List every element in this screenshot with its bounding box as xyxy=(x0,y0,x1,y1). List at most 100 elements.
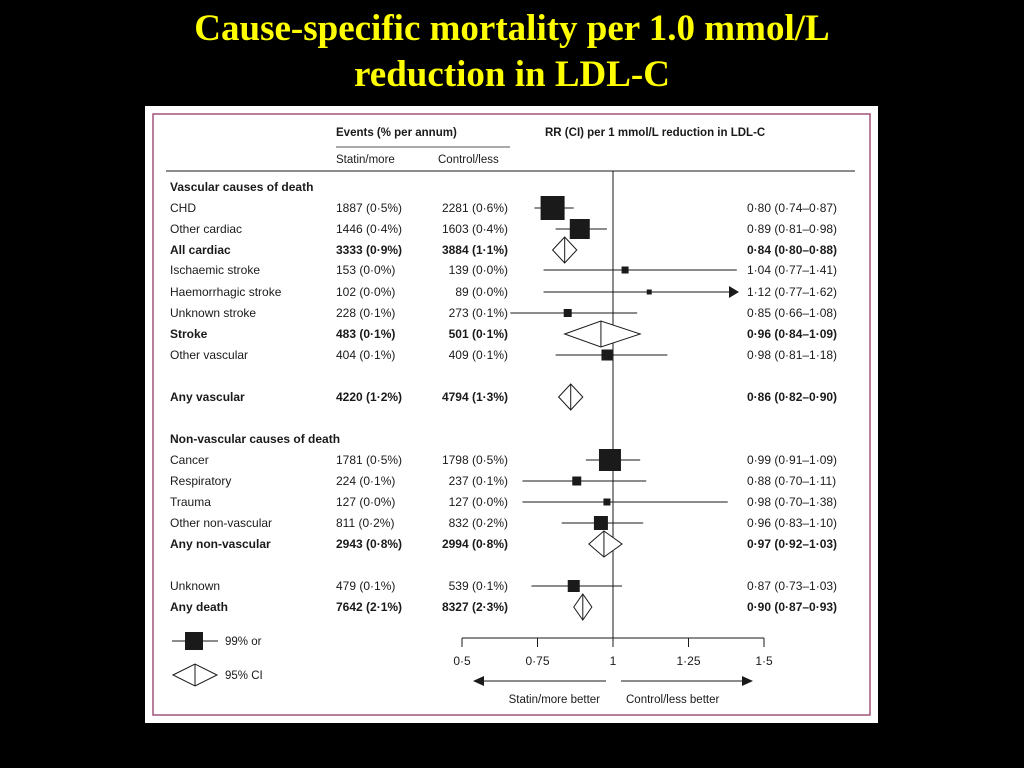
ci-text: 0·90 (0·87–0·93) xyxy=(747,600,837,614)
summary-diamond xyxy=(588,530,623,558)
ci-text: 1·12 (0·77–1·62) xyxy=(747,285,837,299)
point-estimate-square xyxy=(563,309,572,317)
row-label: Other cardiac xyxy=(170,222,242,236)
section-label: Vascular causes of death xyxy=(170,180,313,194)
control-events: 409 (0·1%) xyxy=(449,348,508,362)
control-events: 4794 (1·3%) xyxy=(442,390,508,404)
ci-text: 0·98 (0·70–1·38) xyxy=(747,495,837,509)
header-statin: Statin/more xyxy=(336,154,395,166)
control-events: 139 (0·0%) xyxy=(449,263,508,277)
x-tick-label: 1 xyxy=(610,654,617,668)
table-row: Cancer 1781 (0·5%) 1798 (0·5%) 0·99 (0·91–1… xyxy=(170,449,837,471)
rows: Vascular causes of death CHD 1887 (0·5%) 22… xyxy=(170,171,837,638)
header-control: Control/less xyxy=(438,154,499,166)
row-label: Haemorrhagic stroke xyxy=(170,285,282,299)
statin-events: 1446 (0·4%) xyxy=(336,222,402,236)
ci-text: 0·98 (0·81–1·18) xyxy=(747,348,837,362)
statin-events: 1781 (0·5%) xyxy=(336,453,402,467)
point-estimate-square xyxy=(567,580,580,592)
table-row: Unknown stroke 228 (0·1%) 273 (0·1%) 0·85 (… xyxy=(170,306,837,320)
ci-text: 0·84 (0·80–0·88) xyxy=(747,243,837,257)
ci-text: 0·97 (0·92–1·03) xyxy=(747,537,837,551)
control-events: 501 (0·1%) xyxy=(449,327,508,341)
control-events: 237 (0·1%) xyxy=(449,474,508,488)
row-label: Stroke xyxy=(170,327,208,341)
statin-events: 404 (0·1%) xyxy=(336,348,395,362)
statin-events: 153 (0·0%) xyxy=(336,263,395,277)
table-row: CHD 1887 (0·5%) 2281 (0·6%) 0·80 (0·74–0·87… xyxy=(170,196,837,220)
ci-text: 0·88 (0·70–1·11) xyxy=(747,474,836,488)
table-row: Non-vascular causes of death xyxy=(170,432,340,446)
table-row: Ischaemic stroke 153 (0·0%) 139 (0·0%) 1·04… xyxy=(170,263,837,277)
control-events: 127 (0·0%) xyxy=(449,495,508,509)
table-row: Any non-vascular 2943 (0·8%) 2994 (0·8%) 0·… xyxy=(170,530,837,558)
row-label: Unknown xyxy=(170,579,220,593)
control-events: 539 (0·1%) xyxy=(449,579,508,593)
point-estimate-square xyxy=(601,349,613,361)
table-row: Other non-vascular 811 (0·2%) 832 (0·2%) 0·… xyxy=(170,516,837,530)
row-label: CHD xyxy=(170,201,196,215)
ci-text: 0·85 (0·66–1·08) xyxy=(747,306,837,320)
point-estimate-square xyxy=(603,498,611,506)
row-label: Unknown stroke xyxy=(170,306,256,320)
statin-events: 7642 (2·1%) xyxy=(336,600,402,614)
control-events: 832 (0·2%) xyxy=(449,516,508,530)
table-row: Unknown 479 (0·1%) 539 (0·1%) 0·87 (0·73–1·… xyxy=(170,579,837,593)
statin-events: 2943 (0·8%) xyxy=(336,537,402,551)
legend-diamond-label: 95% CI xyxy=(225,670,263,682)
control-events: 1603 (0·4%) xyxy=(442,222,508,236)
forest-plot-panel xyxy=(145,106,878,723)
right-arrow-head xyxy=(742,676,753,686)
point-estimate-square xyxy=(593,516,608,530)
legend-square-marker xyxy=(185,632,203,650)
x-tick-label: 1·5 xyxy=(755,654,773,668)
point-estimate-square xyxy=(572,476,582,486)
statin-events: 3333 (0·9%) xyxy=(336,243,402,257)
header-rr: RR (CI) per 1 mmol/L reduction in LDL-C xyxy=(545,127,765,139)
slide-title-line1: Cause-specific mortality per 1.0 mmol/L xyxy=(194,8,830,49)
statin-events: 102 (0·0%) xyxy=(336,285,395,299)
table-row: Other vascular 404 (0·1%) 409 (0·1%) 0·98 (… xyxy=(170,348,837,362)
point-estimate-square xyxy=(621,266,629,274)
table-row: Any death 7642 (2·1%) 8327 (2·3%) 0·90 (0·8… xyxy=(170,593,837,621)
point-estimate-square xyxy=(569,219,590,239)
control-events: 3884 (1·1%) xyxy=(442,243,508,257)
control-events: 1798 (0·5%) xyxy=(442,453,508,467)
slide-title: Cause-specific mortality per 1.0 mmol/L … xyxy=(0,6,1024,98)
ci-text: 0·87 (0·73–1·03) xyxy=(747,579,837,593)
left-direction-label: Statin/more better xyxy=(509,694,601,706)
row-label: Other vascular xyxy=(170,348,248,362)
point-estimate-square xyxy=(540,196,565,220)
ci-text: 1·04 (0·77–1·41) xyxy=(747,263,837,277)
row-label: All cardiac xyxy=(170,243,231,257)
row-label: Cancer xyxy=(170,453,209,467)
right-direction-label: Control/less better xyxy=(626,694,719,706)
ci-text: 0·89 (0·81–0·98) xyxy=(747,222,837,236)
legend-square-label: 99% or xyxy=(225,636,262,648)
row-label: Any death xyxy=(170,600,228,614)
control-events: 8327 (2·3%) xyxy=(442,600,508,614)
ci-arrow xyxy=(729,286,739,298)
section-label: Non-vascular causes of death xyxy=(170,432,340,446)
panel-border xyxy=(152,113,871,716)
table-row: Haemorrhagic stroke 102 (0·0%) 89 (0·0%) 1·… xyxy=(170,285,837,299)
x-tick-label: 0·75 xyxy=(525,654,549,668)
statin-events: 483 (0·1%) xyxy=(336,327,395,341)
table-row: Vascular causes of death xyxy=(170,180,313,194)
statin-events: 4220 (1·2%) xyxy=(336,390,402,404)
table-row: Stroke 483 (0·1%) 501 (0·1%) 0·96 (0·84–1·0… xyxy=(170,320,837,348)
control-events: 273 (0·1%) xyxy=(449,306,508,320)
row-label: Any vascular xyxy=(170,390,245,404)
left-arrow-head xyxy=(473,676,484,686)
table-row: Trauma 127 (0·0%) 127 (0·0%) 0·98 (0·70–1·3… xyxy=(170,495,837,509)
control-events: 2281 (0·6%) xyxy=(442,201,508,215)
table-row: Respiratory 224 (0·1%) 237 (0·1%) 0·88 (0·7… xyxy=(170,474,836,488)
row-label: Other non-vascular xyxy=(170,516,272,530)
statin-events: 228 (0·1%) xyxy=(336,306,395,320)
table-row: Other cardiac 1446 (0·4%) 1603 (0·4%) 0·89 … xyxy=(170,219,837,239)
row-label: Ischaemic stroke xyxy=(170,263,260,277)
ci-text: 0·96 (0·83–1·10) xyxy=(747,516,837,530)
row-label: Respiratory xyxy=(170,474,231,488)
table-row: Any vascular 4220 (1·2%) 4794 (1·3%) 0·86 (… xyxy=(170,383,837,411)
point-estimate-square xyxy=(646,289,652,295)
